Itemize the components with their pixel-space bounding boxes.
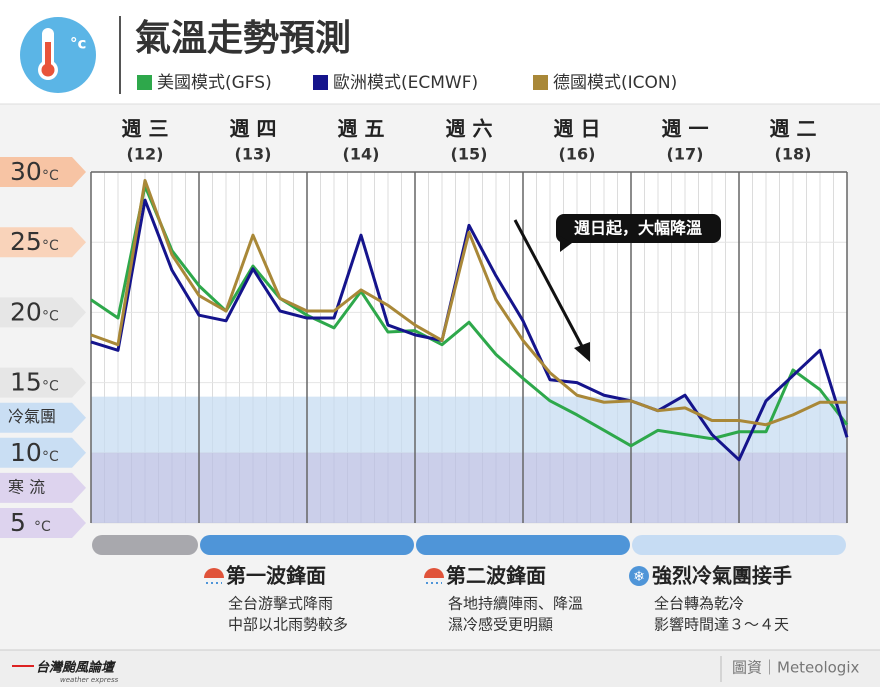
logo-sub: weather express — [60, 676, 119, 684]
day-label: 週 六 — [446, 117, 493, 141]
day-label: 週 四 — [230, 117, 277, 141]
y-tick-label: 5 — [10, 508, 26, 537]
rain-segment — [632, 535, 846, 555]
date-label: (15) — [451, 145, 488, 164]
series-line — [90, 198, 849, 462]
y-tick-unit: °C — [42, 238, 59, 254]
annotation-arrow — [513, 219, 586, 351]
umbrella-icon — [204, 568, 224, 578]
temp-band — [91, 452, 847, 523]
snow-glyph: ❄ — [633, 569, 645, 585]
chart-title: 氣溫走勢預測 — [135, 18, 351, 59]
y-tick-unit: °C — [34, 519, 51, 535]
day-label: 週 二 — [770, 117, 817, 141]
date-label: (17) — [667, 145, 704, 164]
annotation-arrowhead — [574, 342, 590, 362]
y-tick-unit: °C — [42, 168, 59, 184]
y-tick-label: 25 — [10, 227, 42, 256]
phase-title: 第一波鋒面 — [226, 564, 326, 588]
date-label: (16) — [559, 145, 596, 164]
legend-swatch — [533, 75, 548, 90]
date-label: (12) — [127, 145, 164, 164]
logo: 台灣颱風論壇 — [36, 660, 117, 676]
y-tick-label: 15 — [10, 368, 42, 397]
annotation-box — [556, 214, 721, 243]
day-label: 週 五 — [338, 117, 385, 141]
day-label: 週 三 — [122, 117, 169, 141]
date-label: (14) — [343, 145, 380, 164]
y-tick-unit: °C — [42, 449, 59, 465]
annotation: 週日起，大幅降溫 — [574, 219, 702, 238]
y-tick-unit: °C — [42, 308, 59, 324]
rain-segment — [92, 535, 198, 555]
day-label: 週 一 — [662, 117, 709, 141]
svg-text:°c: °c — [70, 35, 86, 53]
phase-title: 第二波鋒面 — [446, 564, 546, 588]
thermo-icon: °c — [20, 17, 96, 93]
y-tick-label: 30 — [10, 157, 42, 186]
source: 圖資｜Meteologix — [732, 659, 859, 677]
y-tick-label: 20 — [10, 297, 42, 326]
tick-tag — [0, 297, 86, 328]
rain-segment — [416, 535, 630, 555]
tick-tag — [0, 472, 86, 503]
tick-tag — [0, 402, 86, 433]
footer-bg — [0, 650, 880, 687]
legend-label: 歐洲模式(ECMWF) — [333, 73, 478, 93]
date-label: (18) — [775, 145, 812, 164]
legend-label: 德國模式(ICON) — [553, 73, 677, 93]
tick-tag — [0, 508, 86, 538]
y-tick-unit: °C — [42, 379, 59, 395]
legend-label: 美國模式(GFS) — [157, 73, 272, 93]
temp-band — [91, 396, 847, 453]
legend-swatch — [137, 75, 152, 90]
tick-tag — [0, 227, 86, 258]
tick-tag — [0, 157, 86, 187]
phase-title: 強烈冷氣團接手 — [652, 564, 792, 588]
tick-tag — [0, 367, 86, 398]
phase-note: 中部以北雨勢較多 — [228, 616, 348, 634]
phase-note: 濕冷感受更明顯 — [448, 616, 553, 634]
series-line — [90, 184, 849, 448]
annotation-tail — [560, 236, 572, 252]
phase-note: 各地持續陣雨、降溫 — [448, 595, 583, 613]
tick-tag — [0, 437, 86, 468]
phase-note: 影響時間達３～４天 — [654, 616, 789, 634]
y-tick-label: 10 — [10, 438, 42, 467]
snow-icon — [629, 566, 649, 586]
rain-segment — [200, 535, 414, 555]
umbrella-icon — [424, 568, 444, 578]
band-label: 寒 流 — [8, 477, 45, 496]
series-line — [90, 178, 847, 427]
day-label: 週 日 — [554, 117, 601, 141]
phase-note: 全台游擊式降雨 — [228, 595, 333, 613]
date-label: (13) — [235, 145, 272, 164]
band-label: 冷氣團 — [8, 407, 56, 426]
phase-note: 全台轉為乾冷 — [654, 595, 744, 613]
legend-swatch — [313, 75, 328, 90]
